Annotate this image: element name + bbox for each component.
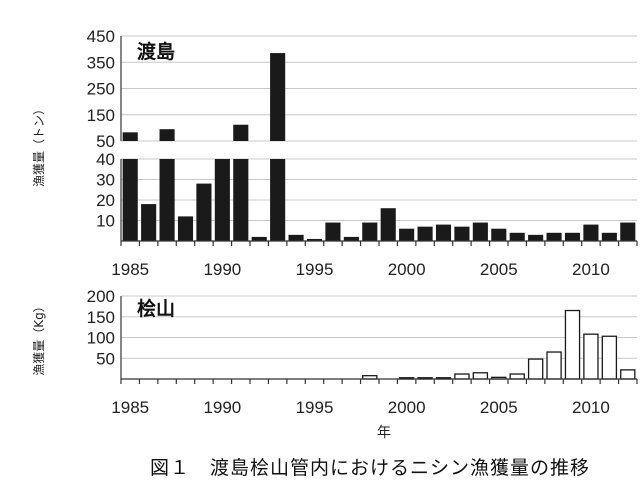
bar — [564, 309, 581, 380]
y-tick-label: 150 — [87, 308, 115, 327]
figure-caption: 図１ 渡島桧山管内におけるニシン漁獲量の推移 — [150, 457, 590, 479]
bar — [491, 228, 507, 241]
bar — [528, 234, 544, 241]
x-tick-label: 2005 — [480, 398, 518, 417]
x-tick-label: 1990 — [203, 260, 241, 279]
bar — [546, 232, 562, 241]
y-tick-label: 30 — [96, 171, 115, 190]
bar — [509, 373, 525, 380]
bar — [583, 224, 599, 241]
y-tick-label: 450 — [87, 27, 115, 46]
y-tick-label: 50 — [96, 349, 115, 368]
bar — [306, 238, 323, 241]
y-tick-label: 50 — [96, 132, 115, 151]
y-tick-label: 10 — [96, 212, 115, 231]
bar — [601, 232, 617, 241]
panel-label-oshima: 渡島 — [137, 40, 175, 63]
bar — [177, 216, 194, 241]
y-tick-label: 350 — [87, 53, 115, 72]
bar — [362, 222, 378, 241]
y-tick-label: 150 — [87, 106, 115, 125]
bar — [399, 228, 415, 241]
x-tick-label: 2005 — [480, 260, 518, 279]
x-tick-label: 2000 — [388, 398, 426, 417]
bar — [141, 204, 157, 241]
bar — [417, 226, 433, 241]
bar — [472, 222, 488, 241]
bar — [454, 373, 470, 380]
x-tick-label: 1985 — [111, 260, 149, 279]
x-tick-label: 2010 — [572, 398, 610, 417]
bar — [509, 232, 525, 241]
bar — [270, 53, 286, 141]
bar — [620, 369, 636, 380]
bar — [270, 159, 286, 241]
panel-label-hiyama: 桧山 — [137, 297, 175, 320]
bar — [435, 224, 452, 241]
y-tick-label: 20 — [96, 191, 115, 210]
bar — [380, 208, 396, 241]
bar — [288, 234, 304, 241]
y-tick-label: 100 — [87, 329, 115, 348]
bar — [564, 232, 581, 241]
x-tick-label: 2010 — [572, 260, 610, 279]
bar — [454, 226, 470, 241]
bar — [159, 159, 175, 241]
x-tick-label: 1995 — [296, 260, 334, 279]
y-axis-label: 漁獲量（Kg） — [32, 300, 46, 376]
bar — [214, 159, 230, 241]
bar — [527, 358, 544, 380]
x-tick-label: 1995 — [296, 398, 334, 417]
y-tick-label: 200 — [87, 287, 115, 306]
x-tick-label: 1990 — [203, 398, 241, 417]
bar — [233, 124, 249, 141]
bar — [159, 129, 175, 141]
bar — [546, 351, 562, 380]
y-axis-label: 漁獲量（トン） — [32, 103, 46, 187]
bar — [122, 159, 138, 241]
bar — [472, 372, 489, 380]
bar — [620, 222, 636, 241]
x-axis-label: 年 — [377, 425, 391, 441]
y-tick-label: 250 — [87, 80, 115, 99]
x-tick-label: 1985 — [111, 398, 149, 417]
bar — [122, 132, 138, 141]
y-tick-label: 40 — [96, 150, 115, 169]
bar — [601, 335, 618, 380]
bar — [196, 183, 212, 241]
bar — [233, 159, 249, 241]
bar — [343, 236, 359, 241]
bar — [325, 222, 341, 241]
x-tick-label: 2000 — [388, 260, 426, 279]
bar — [583, 333, 599, 380]
bar — [251, 236, 267, 241]
